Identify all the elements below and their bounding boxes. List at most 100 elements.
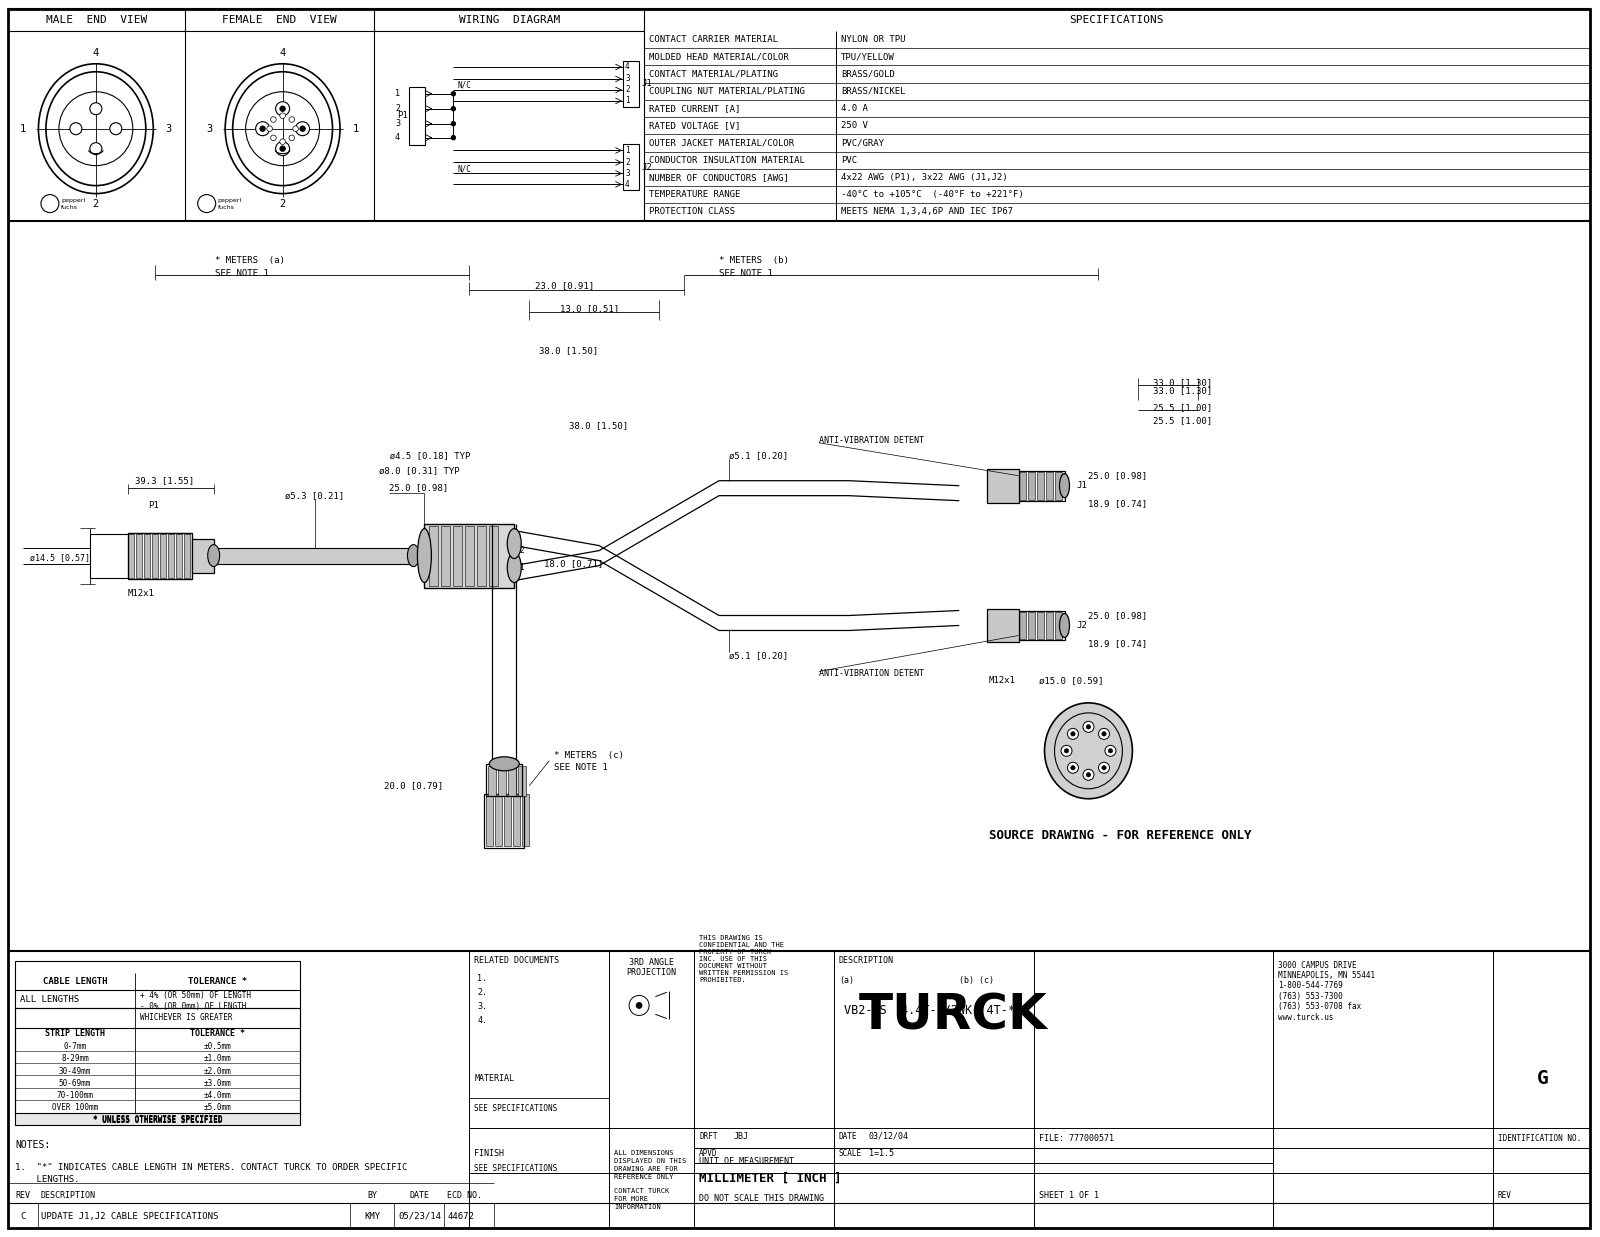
Circle shape xyxy=(290,135,294,141)
Text: OVER 100mm: OVER 100mm xyxy=(51,1103,98,1112)
Circle shape xyxy=(1102,766,1106,769)
Text: - 0% (OR 0mm) OF LENGTH: - 0% (OR 0mm) OF LENGTH xyxy=(139,1002,246,1011)
Text: 0-7mm: 0-7mm xyxy=(64,1042,86,1051)
Text: 2: 2 xyxy=(93,199,99,209)
Text: SHEET 1 OF 1: SHEET 1 OF 1 xyxy=(1038,1191,1099,1200)
Circle shape xyxy=(280,146,285,151)
Text: ø14.5 [0.57]: ø14.5 [0.57] xyxy=(30,553,90,562)
Text: 2: 2 xyxy=(395,104,400,114)
Bar xyxy=(1027,611,1035,640)
Circle shape xyxy=(299,126,306,131)
Text: 23.0 [0.91]: 23.0 [0.91] xyxy=(534,281,594,289)
Bar xyxy=(14,960,299,1116)
Text: J1: J1 xyxy=(642,79,651,89)
Text: SEE NOTE 1: SEE NOTE 1 xyxy=(718,268,773,278)
Text: 70-100mm: 70-100mm xyxy=(56,1091,93,1100)
Bar xyxy=(192,538,214,573)
Text: REV: REV xyxy=(1498,1191,1512,1200)
Circle shape xyxy=(1083,769,1094,781)
Bar xyxy=(466,526,474,585)
Bar xyxy=(486,763,522,795)
Bar xyxy=(485,794,525,847)
Circle shape xyxy=(259,126,266,131)
Text: 4.0 A: 4.0 A xyxy=(842,104,867,113)
Text: TOLERANCE *: TOLERANCE * xyxy=(187,977,246,986)
Text: J1: J1 xyxy=(1077,481,1088,490)
Circle shape xyxy=(296,121,309,136)
Text: * METERS  (c): * METERS (c) xyxy=(554,751,624,761)
Text: PVC: PVC xyxy=(842,156,858,165)
Text: 1.  "*" INDICATES CABLE LENGTH IN METERS. CONTACT TURCK TO ORDER SPECIFIC: 1. "*" INDICATES CABLE LENGTH IN METERS.… xyxy=(14,1163,408,1171)
Bar xyxy=(509,766,517,795)
Text: ø5.3 [0.21]: ø5.3 [0.21] xyxy=(285,491,344,500)
Text: 4x22 AWG (P1), 3x22 AWG (J1,J2): 4x22 AWG (P1), 3x22 AWG (J1,J2) xyxy=(842,173,1008,182)
Circle shape xyxy=(280,113,285,119)
Text: SEE NOTE 1: SEE NOTE 1 xyxy=(554,763,608,772)
Circle shape xyxy=(637,1002,642,1008)
Circle shape xyxy=(1070,731,1075,736)
Bar xyxy=(442,526,450,585)
Text: 3RD ANGLE: 3RD ANGLE xyxy=(629,957,674,967)
Bar xyxy=(987,609,1019,642)
Ellipse shape xyxy=(38,64,154,194)
Text: WIRING  DIAGRAM: WIRING DIAGRAM xyxy=(459,15,560,25)
Text: MATERIAL: MATERIAL xyxy=(474,1074,514,1082)
Bar xyxy=(488,766,496,795)
Text: CONTACT CARRIER MATERIAL: CONTACT CARRIER MATERIAL xyxy=(650,35,778,45)
Text: fuchs: fuchs xyxy=(61,205,78,210)
Text: SEE NOTE 1: SEE NOTE 1 xyxy=(214,268,269,278)
Text: CONTACT MATERIAL/PLATING: CONTACT MATERIAL/PLATING xyxy=(650,69,778,78)
Text: 4: 4 xyxy=(626,179,630,189)
Text: 2: 2 xyxy=(520,546,523,555)
Circle shape xyxy=(90,103,102,115)
Text: 2.: 2. xyxy=(477,988,488,997)
Text: 1: 1 xyxy=(520,563,523,571)
Text: TOLERANCE *: TOLERANCE * xyxy=(190,1029,245,1038)
Text: 30-49mm: 30-49mm xyxy=(59,1066,91,1075)
Text: IDENTIFICATION NO.: IDENTIFICATION NO. xyxy=(1498,1134,1581,1143)
Text: 1.: 1. xyxy=(477,974,488,983)
Circle shape xyxy=(270,116,277,122)
Text: DISPLAYED ON THIS: DISPLAYED ON THIS xyxy=(614,1158,686,1164)
Text: ±0.5mm: ±0.5mm xyxy=(203,1042,230,1051)
Text: ALL LENGTHS: ALL LENGTHS xyxy=(19,995,78,1004)
Text: 1: 1 xyxy=(626,96,630,105)
Text: * UNLESS OTHERWISE SPECIFIED: * UNLESS OTHERWISE SPECIFIED xyxy=(93,1115,222,1123)
Bar xyxy=(144,533,150,578)
Text: ALL DIMENSIONS: ALL DIMENSIONS xyxy=(614,1150,674,1157)
Circle shape xyxy=(1064,748,1069,753)
Text: 18.9 [0.74]: 18.9 [0.74] xyxy=(1088,500,1147,508)
Text: 25.0 [0.98]: 25.0 [0.98] xyxy=(1088,471,1147,480)
Circle shape xyxy=(1106,746,1115,756)
Circle shape xyxy=(1061,746,1072,756)
Bar xyxy=(622,145,638,190)
Ellipse shape xyxy=(226,64,341,194)
Text: LENGTHS.: LENGTHS. xyxy=(14,1175,80,1184)
Text: THIS DRAWING IS
CONFIDENTIAL AND THE
PROPERTY OF TURCK
INC. USE OF THIS
DOCUMENT: THIS DRAWING IS CONFIDENTIAL AND THE PRO… xyxy=(699,934,789,982)
Text: 250 V: 250 V xyxy=(842,121,867,130)
Bar xyxy=(1019,471,1026,500)
Bar xyxy=(14,1008,299,1116)
Text: 3: 3 xyxy=(626,169,630,178)
Text: CONDUCTOR INSULATION MATERIAL: CONDUCTOR INSULATION MATERIAL xyxy=(650,156,805,165)
Ellipse shape xyxy=(490,757,520,771)
Bar xyxy=(490,526,498,585)
Text: + 4% (OR 50mm) OF LENGTH: + 4% (OR 50mm) OF LENGTH xyxy=(139,991,251,999)
Text: 4: 4 xyxy=(93,48,99,58)
Text: SEE SPECIFICATIONS: SEE SPECIFICATIONS xyxy=(474,1164,557,1173)
Bar xyxy=(504,794,512,846)
Text: 25.0 [0.98]: 25.0 [0.98] xyxy=(1088,611,1147,620)
Text: TPU/YELLOW: TPU/YELLOW xyxy=(842,52,894,61)
Text: pepperl: pepperl xyxy=(61,198,85,203)
Circle shape xyxy=(280,106,285,111)
Circle shape xyxy=(451,106,456,111)
Bar xyxy=(1045,611,1053,640)
Circle shape xyxy=(90,142,102,155)
Text: C: C xyxy=(21,1212,26,1221)
Ellipse shape xyxy=(418,528,432,583)
Text: 38.0 [1.50]: 38.0 [1.50] xyxy=(539,346,598,355)
Text: 1: 1 xyxy=(352,124,358,134)
Bar xyxy=(514,794,520,846)
Text: ø4.5 [0.18] TYP: ø4.5 [0.18] TYP xyxy=(379,452,470,460)
Text: ø15.0 [0.59]: ø15.0 [0.59] xyxy=(1038,675,1102,685)
